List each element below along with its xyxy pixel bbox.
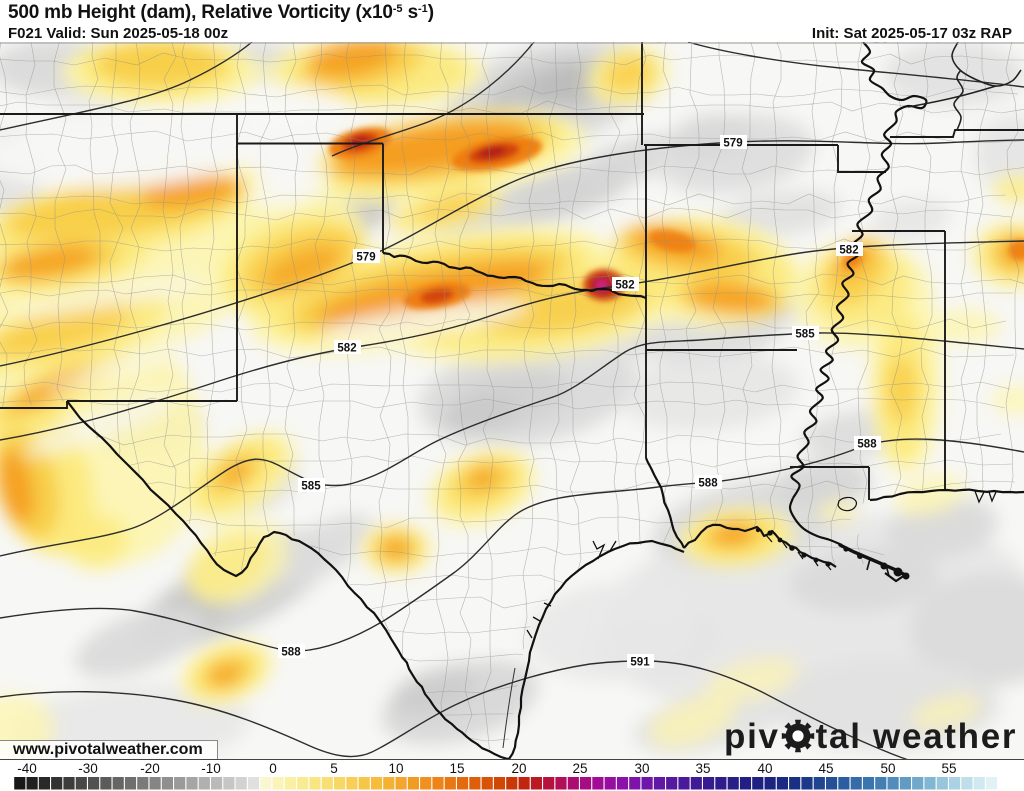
svg-text:582: 582 [839,245,858,257]
svg-text:588: 588 [857,439,877,451]
svg-text:588: 588 [698,478,718,490]
svg-text:591: 591 [630,657,650,669]
svg-text:582: 582 [337,343,356,355]
svg-text:579: 579 [723,138,742,150]
svg-text:582: 582 [615,280,634,292]
svg-text:588: 588 [281,647,301,659]
svg-text:585: 585 [795,329,815,341]
svg-text:585: 585 [301,481,321,493]
svg-text:579: 579 [356,252,375,264]
